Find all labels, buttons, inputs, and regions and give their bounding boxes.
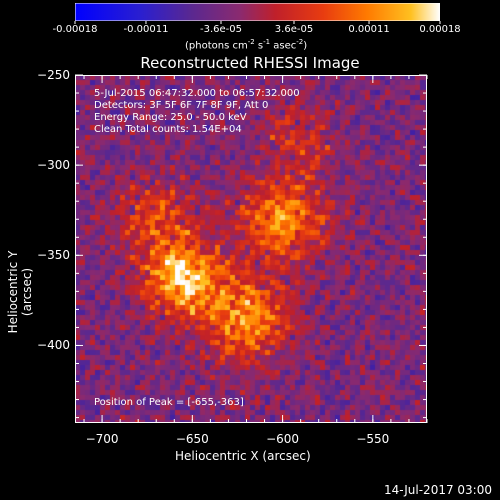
x-tick-label: −650: [175, 432, 209, 446]
x-axis-label: Heliocentric X (arcsec): [175, 449, 311, 463]
chart-title: Reconstructed RHESSI Image: [140, 54, 360, 72]
colorbar-unit: (photons cm-2 s-1 asec-2): [185, 38, 308, 52]
heatmap-image: [75, 75, 427, 423]
annotation-peak-position: Position of Peak = [-655,-363]: [94, 397, 244, 408]
annotation-detectors: Detectors: 3F 5F 6F 7F 8F 9F, Att 0: [94, 100, 269, 111]
y-tick-label: −250: [37, 68, 70, 82]
y-tick-label: −300: [37, 158, 70, 173]
y-tick-label: −350: [37, 248, 70, 263]
colorbar-ticks: [74, 21, 441, 24]
annotation-total-counts: Clean Total counts: 1.54E+04: [94, 124, 242, 135]
colorbar-tick-label: -0.00018: [52, 24, 98, 35]
plot-frame: [75, 75, 427, 423]
y-axis-label: Heliocentric Y (arcsec): [6, 250, 34, 334]
x-tick-label: −700: [85, 432, 119, 446]
x-tick-label: −600: [266, 432, 300, 446]
colorbar-tick-label: 0.00011: [348, 24, 390, 35]
colorbar-tick-label: 3.6e-05: [274, 24, 314, 35]
annotation-energy-range: Energy Range: 25.0 - 50.0 keV: [94, 112, 247, 123]
colorbar-tick-label: 0.00018: [419, 24, 461, 35]
annotation-time-range: 5-Jul-2015 06:47:32.000 to 06:57:32.000: [94, 88, 300, 99]
y-tick-label: −400: [37, 338, 70, 353]
colorbar: [75, 3, 440, 21]
x-tick-label: −550: [356, 432, 390, 446]
footer-date: 14-Jul-2017 03:00: [383, 483, 492, 497]
colorbar-tick-label: -3.6e-05: [200, 24, 242, 35]
plot-area: [75, 75, 427, 423]
colorbar-tick-label: -0.00011: [123, 24, 169, 35]
